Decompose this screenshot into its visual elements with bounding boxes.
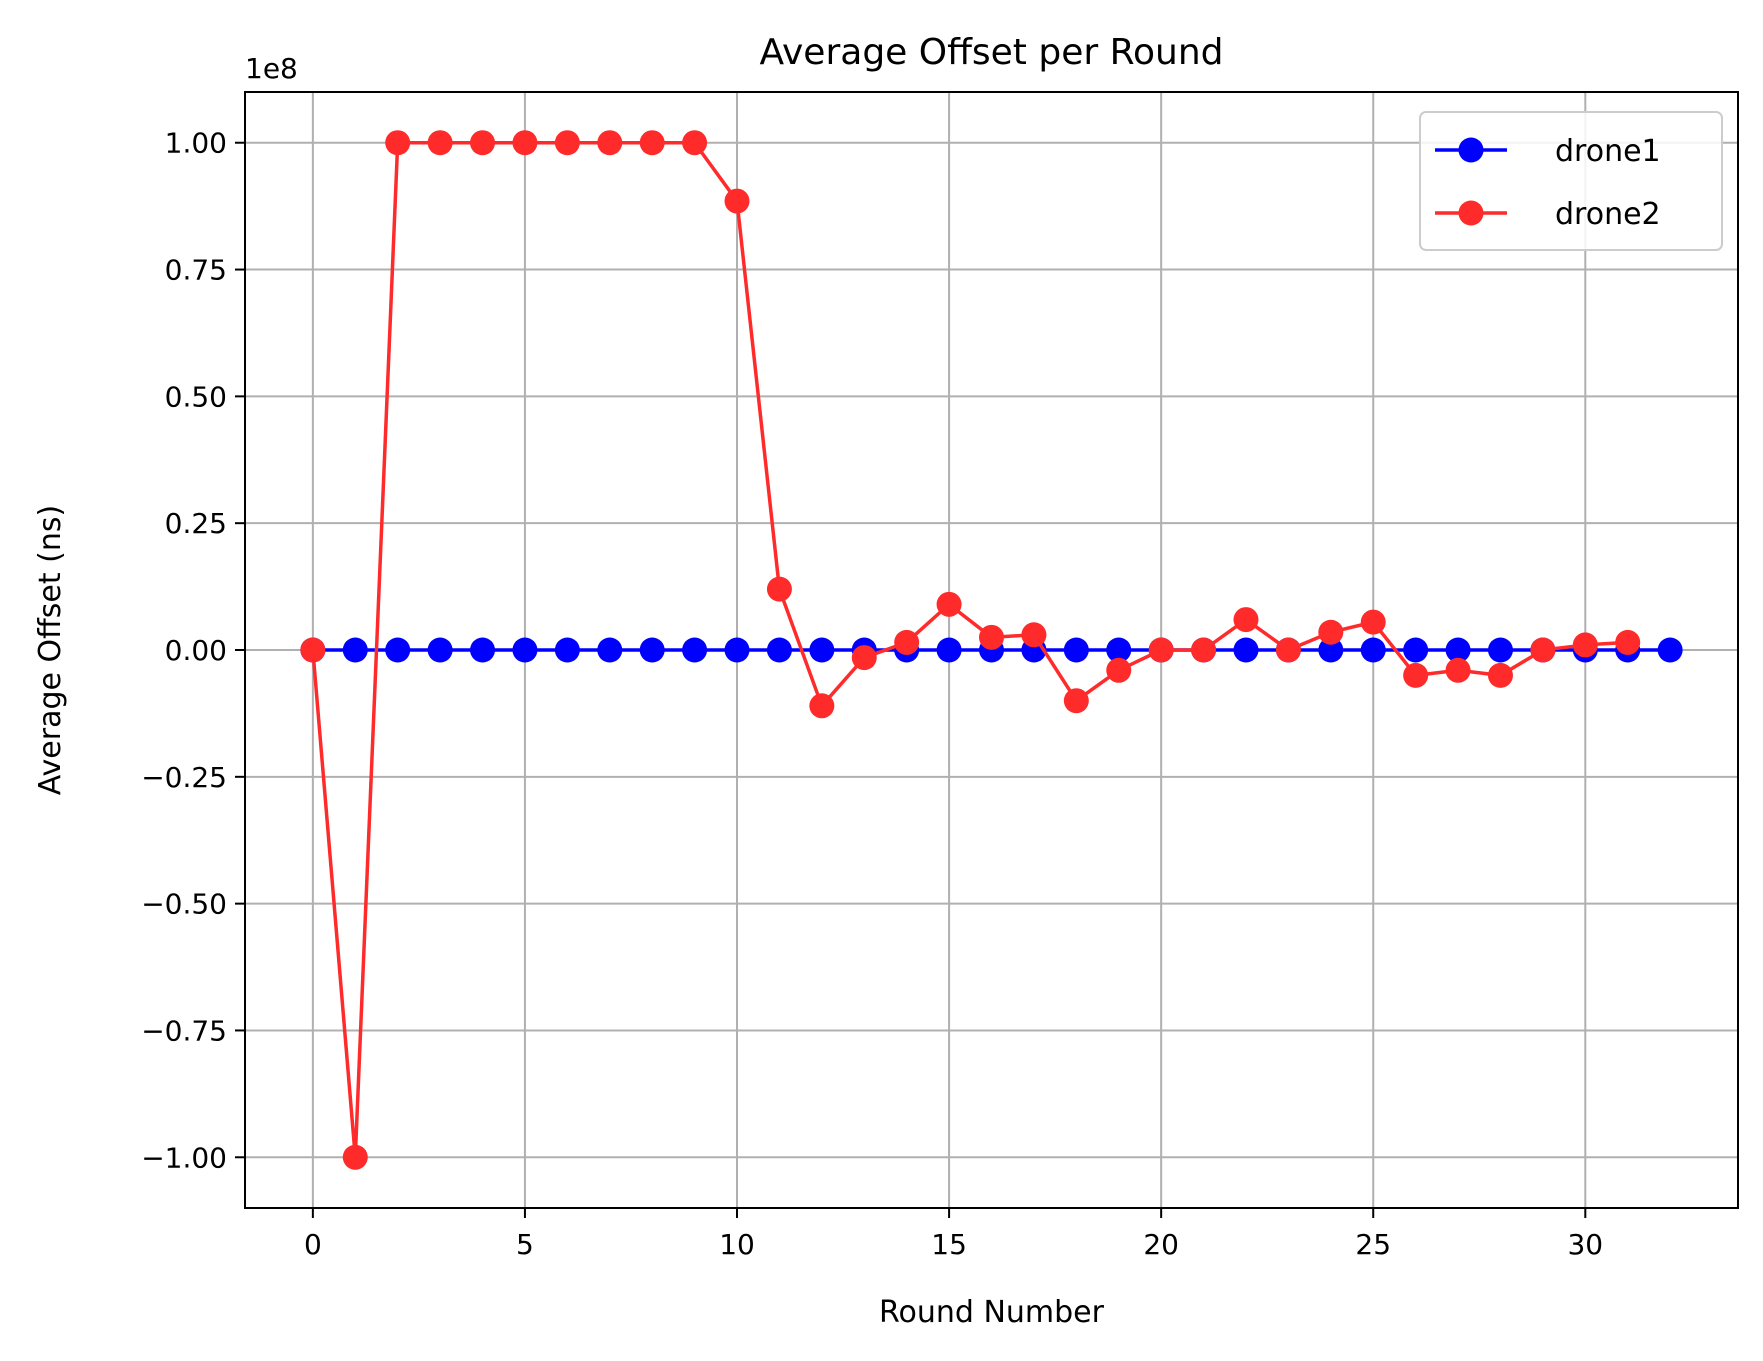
y-tick-label: 1.00 bbox=[165, 127, 227, 160]
drone2-point bbox=[342, 1144, 368, 1170]
drone1-point bbox=[724, 637, 750, 663]
x-tick-label: 30 bbox=[1567, 1228, 1603, 1261]
legend: drone1 drone2 bbox=[1419, 111, 1723, 251]
series-layer bbox=[300, 130, 1683, 1170]
drone1-point bbox=[1657, 637, 1683, 663]
drone2-point bbox=[1233, 607, 1259, 633]
drone2-point bbox=[1063, 688, 1089, 714]
legend-box bbox=[1419, 111, 1723, 251]
legend-label-drone2: drone2 bbox=[1555, 197, 1661, 232]
drone2-point bbox=[682, 130, 708, 156]
drone2-point bbox=[809, 693, 835, 719]
drone2-point bbox=[724, 188, 750, 214]
y-tick-label: −0.75 bbox=[141, 1014, 227, 1047]
y-tick-label: −0.50 bbox=[141, 888, 227, 921]
drone1-point bbox=[1318, 637, 1344, 663]
drone2-point bbox=[1191, 637, 1217, 663]
drone2-point bbox=[385, 130, 411, 156]
drone2-point bbox=[512, 130, 538, 156]
drone1-point bbox=[554, 637, 580, 663]
drone2-point bbox=[1148, 637, 1174, 663]
drone1-point bbox=[1487, 637, 1513, 663]
drone1-point bbox=[639, 637, 665, 663]
drone1-point bbox=[470, 637, 496, 663]
drone1-point bbox=[512, 637, 538, 663]
drone2-point bbox=[470, 130, 496, 156]
chart-title: Average Offset per Round bbox=[759, 32, 1223, 73]
x-tick-label: 5 bbox=[516, 1228, 534, 1261]
drone2-point bbox=[1615, 629, 1641, 655]
x-tick-label: 20 bbox=[1143, 1228, 1179, 1261]
drone2-point bbox=[936, 591, 962, 617]
y-tick-label: −0.25 bbox=[141, 761, 227, 794]
y-scale-label: 1e8 bbox=[245, 52, 298, 85]
x-tick-label: 15 bbox=[931, 1228, 967, 1261]
drone2-point bbox=[300, 637, 326, 663]
x-tick-label: 25 bbox=[1355, 1228, 1391, 1261]
legend-marker-drone1 bbox=[1458, 137, 1484, 163]
drone2-point bbox=[1403, 662, 1429, 688]
drone2-point bbox=[766, 576, 792, 602]
drone1-point bbox=[342, 637, 368, 663]
drone2-point bbox=[1106, 657, 1132, 683]
drone2-point bbox=[851, 645, 877, 671]
drone2-point bbox=[427, 130, 453, 156]
drone2-point bbox=[1275, 637, 1301, 663]
drone1-point bbox=[1106, 637, 1132, 663]
x-tick-label: 0 bbox=[304, 1228, 322, 1261]
drone2-point bbox=[1530, 637, 1556, 663]
drone1-point bbox=[597, 637, 623, 663]
drone2-point bbox=[639, 130, 665, 156]
drone2-point bbox=[1445, 657, 1471, 683]
y-axis-label: Average Offset (ns) bbox=[33, 505, 68, 795]
y-tick-label: 0.00 bbox=[165, 634, 227, 667]
drone1-point bbox=[1360, 637, 1386, 663]
drone1-point bbox=[1233, 637, 1259, 663]
drone1-point bbox=[682, 637, 708, 663]
drone2-point bbox=[1572, 632, 1598, 658]
drone1-point bbox=[936, 637, 962, 663]
legend-label-drone1: drone1 bbox=[1555, 134, 1661, 169]
y-tick-label: 0.25 bbox=[165, 507, 227, 540]
drone1-point bbox=[1403, 637, 1429, 663]
drone2-point bbox=[979, 624, 1004, 650]
drone2-point bbox=[1021, 622, 1047, 648]
drone1-point bbox=[1445, 637, 1471, 663]
drone2-point bbox=[894, 629, 920, 655]
legend-marker-drone2 bbox=[1458, 200, 1484, 226]
drone2-point bbox=[1360, 609, 1386, 635]
y-tick-label: −1.00 bbox=[141, 1141, 227, 1174]
drone2-point bbox=[554, 130, 580, 156]
y-tick-label: 0.50 bbox=[165, 380, 227, 413]
axis-ticks: 0 5 10 15 20 25 30 1.00 0.75 0.50 0.25 0.00 −0.25 −0.… bbox=[141, 127, 1603, 1261]
drone1-point bbox=[1063, 637, 1089, 663]
x-axis-label: Round Number bbox=[879, 1295, 1105, 1330]
drone1-point bbox=[766, 637, 792, 663]
y-tick-label: 0.75 bbox=[165, 254, 227, 287]
drone1-point bbox=[427, 637, 453, 663]
drone2-point bbox=[1318, 619, 1344, 645]
drone1-point bbox=[385, 637, 411, 663]
drone1-point bbox=[809, 637, 835, 663]
drone2-point bbox=[597, 130, 623, 156]
x-tick-label: 10 bbox=[719, 1228, 755, 1261]
drone2-point bbox=[1487, 662, 1513, 688]
